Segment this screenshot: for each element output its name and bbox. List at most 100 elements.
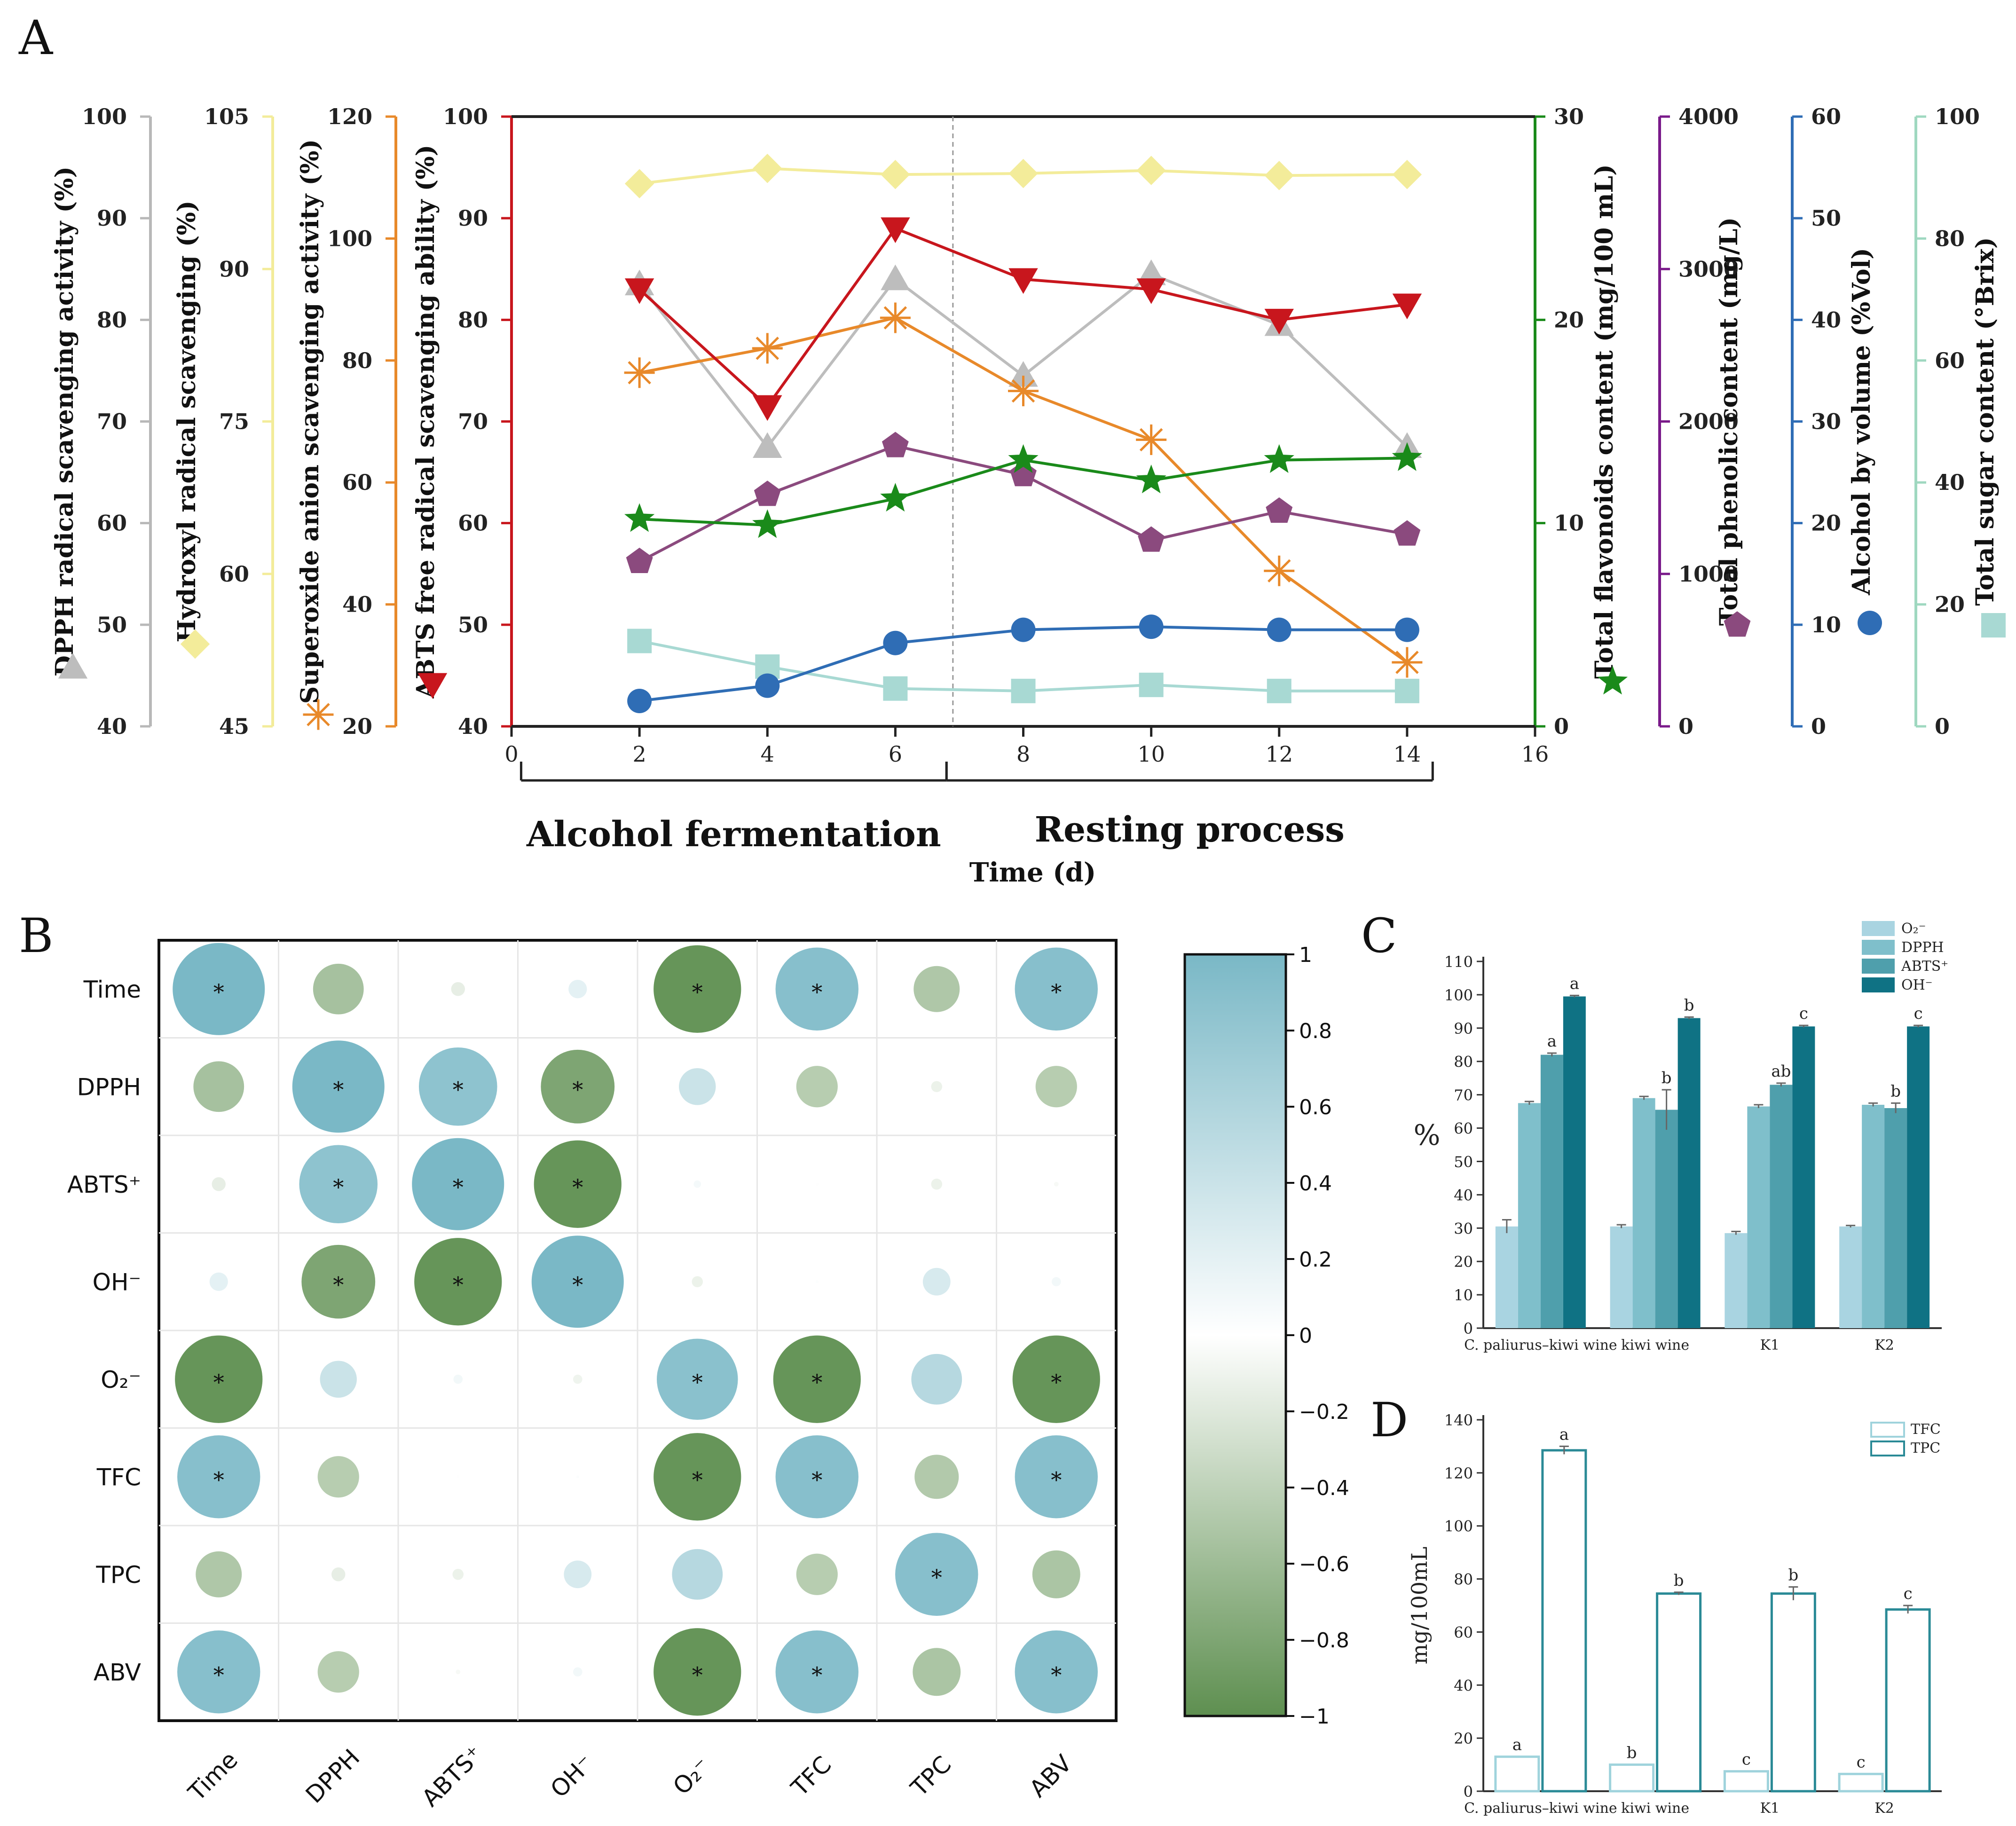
y-tick-label: 90 — [1454, 1020, 1473, 1038]
axis-abv-tick-label: 60 — [1811, 104, 1841, 129]
bar-TFC — [1723, 1770, 1769, 1793]
colorbar-tick-label: 0.6 — [1299, 1095, 1332, 1119]
significance-letter: c — [1904, 1584, 1913, 1603]
correlation-cell — [657, 1338, 738, 1420]
y-tick-label: 30 — [1454, 1220, 1473, 1237]
significance-letter: b — [1890, 1082, 1901, 1101]
correlation-cell — [914, 1455, 959, 1499]
legend-marker-oh — [180, 629, 210, 659]
axis-abts-tick-label: 90 — [458, 205, 488, 231]
legend-swatch — [1862, 921, 1895, 936]
series-point-dpph — [753, 432, 782, 458]
column-label: O₂⁻ — [668, 1752, 716, 1800]
series-point-abts — [881, 217, 910, 243]
significance-mark: * — [572, 1077, 583, 1102]
correlation-cell — [320, 1361, 357, 1398]
significance-mark: * — [453, 1174, 464, 1200]
panel-b-correlation-heatmap: * * * * * * * * * * * * * * * * * * * * * * * * * * Time Time DPPH DP… — [67, 939, 1349, 1812]
correlation-cell — [299, 1145, 378, 1224]
bar-DPPH — [1518, 1103, 1541, 1328]
bar-O₂⁻ — [1725, 1233, 1748, 1328]
axis-sugar-tick-label: 80 — [1935, 226, 1965, 251]
correlation-cell — [457, 1475, 460, 1479]
legend-label: TFC — [1911, 1421, 1941, 1438]
colorbar-tick-label: 1 — [1299, 943, 1312, 967]
series-point-sa — [752, 333, 783, 364]
significance-letter: b — [1662, 1069, 1672, 1087]
x-tick-label: 6 — [889, 741, 902, 767]
correlation-cell — [452, 1568, 464, 1580]
correlation-cell — [313, 963, 364, 1015]
column-label: TFC — [786, 1751, 836, 1802]
legend-swatch — [1862, 977, 1895, 992]
significance-mark: * — [692, 979, 703, 1005]
row-label: O₂⁻ — [101, 1366, 141, 1393]
correlation-cell — [209, 1272, 228, 1291]
series-point-abts — [753, 395, 782, 421]
series-line-dpph — [638, 272, 1408, 449]
series-point-abts — [1392, 293, 1422, 320]
x-tick-label: 12 — [1265, 741, 1293, 767]
series-point-tfc — [1008, 444, 1039, 473]
series-point-oh — [1136, 156, 1166, 185]
row-label: Time — [83, 976, 141, 1003]
series-point-oh — [1392, 160, 1422, 189]
correlation-cell — [931, 1178, 943, 1190]
series-point-abv — [627, 688, 652, 713]
bar-OH⁻ — [1792, 1026, 1815, 1328]
y-tick-label: 40 — [1454, 1186, 1473, 1204]
correlation-cell — [412, 1138, 504, 1230]
correlation-cell — [331, 1567, 346, 1582]
axis-sugar-tick-label: 0 — [1935, 714, 1950, 739]
significance-mark: * — [692, 1370, 703, 1395]
correlation-cell — [913, 1648, 961, 1696]
colorbar — [1183, 953, 1287, 1717]
y-tick-label: 110 — [1444, 953, 1473, 971]
legend-swatch — [1870, 1422, 1905, 1438]
legend-label: OH⁻ — [1901, 977, 1933, 993]
bar-O₂⁻ — [1610, 1226, 1633, 1328]
series-point-sa — [880, 302, 911, 333]
y-tick-label: 50 — [1454, 1153, 1473, 1171]
axis-abv-tick-label: 10 — [1811, 612, 1841, 638]
bar-TPC — [1541, 1449, 1587, 1793]
correlation-cell — [1012, 1335, 1100, 1423]
axis-abv-tick-label: 0 — [1811, 714, 1826, 739]
correlation-cell — [773, 1335, 861, 1423]
y-tick-label: 60 — [1454, 1120, 1473, 1138]
axis-tpc-tick-label: 1000 — [1678, 561, 1739, 587]
bar-TFC — [1609, 1763, 1655, 1793]
axis-abv-tick-label: 50 — [1811, 205, 1841, 231]
correlation-cell — [573, 1667, 583, 1677]
correlation-cell — [173, 943, 265, 1035]
significance-mark: * — [213, 979, 224, 1005]
bar-OH⁻ — [1907, 1026, 1930, 1328]
correlation-cell — [654, 1628, 741, 1716]
axis-sa-tick-label: 60 — [342, 470, 372, 495]
correlation-cell — [573, 1374, 583, 1384]
correlation-cell — [175, 1335, 263, 1423]
y-tick-label: 100 — [1444, 1518, 1473, 1535]
series-point-tpc — [754, 480, 781, 506]
series-point-tfc — [624, 503, 655, 532]
series-point-abv — [1011, 617, 1036, 642]
series-point-tfc — [1264, 444, 1294, 473]
legend-label: O₂⁻ — [1901, 921, 1926, 937]
legend-marker-sugar — [1981, 613, 2006, 638]
bar-O₂⁻ — [1495, 1226, 1518, 1328]
row-label: TFC — [96, 1464, 141, 1491]
significance-mark: * — [1051, 979, 1062, 1005]
axis-tfc-tick-label: 10 — [1554, 511, 1584, 536]
series-point-tpc — [882, 432, 909, 457]
axis-tfc-title: Total flavonoids content (mg/100 mL) — [1590, 164, 1619, 678]
legend-swatch — [1862, 940, 1895, 955]
category-label: K1 — [1760, 1337, 1780, 1354]
correlation-cell — [1032, 1550, 1080, 1598]
legend-label: DPPH — [1901, 939, 1944, 956]
series-point-sa-stroke — [1139, 428, 1163, 452]
series-point-abts — [1008, 268, 1038, 294]
series-point-oh — [1008, 158, 1038, 189]
series-point-abv — [883, 630, 908, 655]
axis-dpph-tick-label: 100 — [82, 104, 127, 129]
axis-sugar-tick-label: 40 — [1935, 470, 1965, 495]
